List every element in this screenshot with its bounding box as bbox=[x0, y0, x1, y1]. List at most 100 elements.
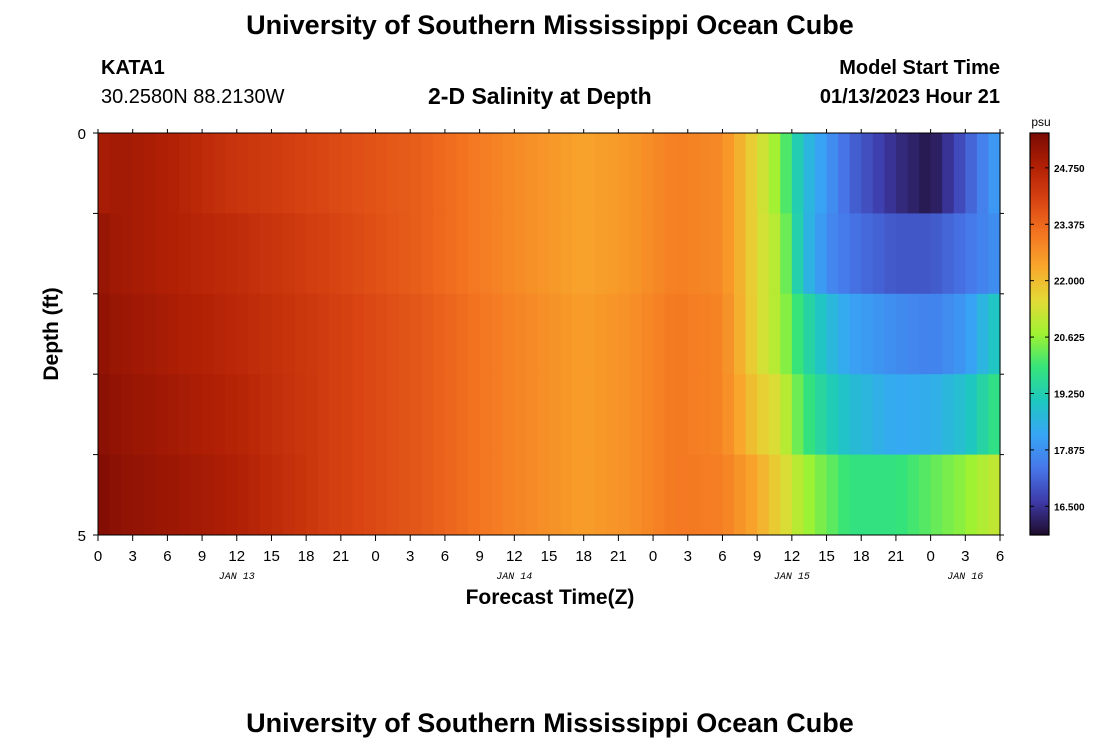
heatmap-cell bbox=[317, 374, 330, 455]
heatmap-cell bbox=[953, 133, 966, 214]
heatmap-cell bbox=[572, 213, 585, 295]
heatmap-cell bbox=[907, 374, 920, 455]
heatmap-cell bbox=[687, 374, 700, 455]
heatmap-cell bbox=[988, 213, 1001, 295]
heatmap-cell bbox=[583, 133, 596, 214]
heatmap-cell bbox=[653, 374, 666, 455]
heatmap-cell bbox=[329, 374, 342, 455]
heatmap-cell bbox=[549, 133, 562, 214]
colorbar-tick-label: 17.875 bbox=[1054, 446, 1085, 457]
x-tick-label: 0 bbox=[94, 548, 102, 565]
heatmap-cell bbox=[410, 454, 423, 536]
heatmap-cell bbox=[895, 213, 909, 295]
heatmap-cell bbox=[248, 133, 261, 214]
heatmap-cell bbox=[780, 293, 793, 375]
x-tick-label: 9 bbox=[475, 548, 483, 565]
heatmap-cell bbox=[202, 293, 215, 375]
heatmap-cell bbox=[780, 133, 793, 214]
heatmap-cell bbox=[676, 213, 689, 295]
heatmap-cell bbox=[491, 293, 504, 375]
heatmap-cell bbox=[514, 293, 527, 375]
heatmap-cell bbox=[549, 374, 562, 455]
heatmap-cell bbox=[306, 454, 319, 536]
heatmap-cell bbox=[352, 213, 365, 295]
heatmap-cell bbox=[653, 454, 666, 536]
colorbar-tick-label: 24.750 bbox=[1054, 164, 1085, 175]
colorbar: psu 24.750 23.375 22.000 20.625 19.250 17.875… bbox=[1029, 115, 1085, 536]
heatmap-cell bbox=[710, 374, 724, 455]
heatmap-cell bbox=[525, 213, 539, 295]
heatmap-cell bbox=[849, 213, 862, 295]
heatmap-cell bbox=[502, 454, 515, 536]
heatmap-cell bbox=[907, 293, 920, 375]
heatmap-cell bbox=[144, 374, 157, 455]
heatmap-cell bbox=[306, 213, 319, 295]
heatmap-cell bbox=[132, 293, 145, 375]
heatmap-cell bbox=[109, 374, 122, 455]
heatmap-cell bbox=[791, 133, 805, 214]
heatmap-cell bbox=[479, 213, 492, 295]
heatmap-cell bbox=[965, 213, 978, 295]
heatmap-cell bbox=[861, 213, 874, 295]
heatmap-cell bbox=[306, 293, 319, 375]
colorbar-tick-label: 19.250 bbox=[1054, 389, 1085, 400]
heatmap-cell bbox=[387, 374, 400, 455]
heatmap-cell bbox=[560, 213, 573, 295]
heatmap-cell bbox=[930, 213, 943, 295]
x-axis-label: Forecast Time(Z) bbox=[466, 586, 635, 609]
heatmap-cell bbox=[895, 374, 909, 455]
heatmap-cell bbox=[468, 293, 481, 375]
heatmap-cell bbox=[722, 374, 735, 455]
heatmap-cell bbox=[398, 454, 411, 536]
heatmap-cell bbox=[861, 293, 874, 375]
heatmap-cell bbox=[745, 293, 758, 375]
heatmap-cell bbox=[491, 213, 504, 295]
heatmap-cell bbox=[953, 293, 966, 375]
heatmap-cell bbox=[676, 374, 689, 455]
heatmap-cell bbox=[560, 293, 573, 375]
heatmap-cell bbox=[861, 454, 874, 536]
heatmap-cell bbox=[791, 454, 805, 536]
heatmap-cell bbox=[976, 374, 990, 455]
heatmap-cell bbox=[745, 133, 758, 214]
heatmap-cell bbox=[641, 213, 654, 295]
heatmap-cell bbox=[537, 293, 550, 375]
heatmap-cell bbox=[699, 293, 712, 375]
heatmap-cell bbox=[525, 293, 539, 375]
heatmap-cell bbox=[560, 374, 573, 455]
heatmap-cell bbox=[375, 454, 388, 536]
heatmap-cell bbox=[768, 133, 781, 214]
heatmap-cell bbox=[109, 213, 122, 295]
heatmap-cell bbox=[491, 133, 504, 214]
heatmap-cell bbox=[479, 454, 492, 536]
heatmap-cell bbox=[109, 293, 122, 375]
heatmap-cell bbox=[595, 374, 608, 455]
heatmap-cell bbox=[826, 374, 839, 455]
heatmap-cell bbox=[537, 133, 550, 214]
heatmap-cell bbox=[514, 454, 527, 536]
heatmap-cell bbox=[167, 293, 180, 375]
heatmap-cell bbox=[942, 133, 955, 214]
heatmap-cell bbox=[699, 454, 712, 536]
heatmap-cell bbox=[664, 213, 677, 295]
heatmap-cell bbox=[98, 293, 111, 375]
heatmap-cell bbox=[491, 374, 504, 455]
heatmap-cell bbox=[340, 133, 354, 214]
colorbar-tick-label: 23.375 bbox=[1054, 220, 1085, 231]
heatmap-cell bbox=[757, 213, 770, 295]
heatmap-cell bbox=[734, 293, 747, 375]
heatmap-cell bbox=[410, 133, 423, 214]
heatmap-cell bbox=[155, 454, 168, 536]
x-date-label: JAN 14 bbox=[496, 572, 532, 583]
heatmap-cell bbox=[757, 293, 770, 375]
heatmap-cell bbox=[155, 213, 168, 295]
heatmap-cell bbox=[167, 454, 180, 536]
heatmap-cell bbox=[930, 133, 943, 214]
heatmap-cell bbox=[283, 374, 296, 455]
heatmap-cell bbox=[421, 454, 434, 536]
heatmap-cell bbox=[884, 133, 897, 214]
heatmap-cell bbox=[629, 374, 643, 455]
x-tick-label: 18 bbox=[853, 548, 870, 565]
heatmap-cell bbox=[953, 374, 966, 455]
